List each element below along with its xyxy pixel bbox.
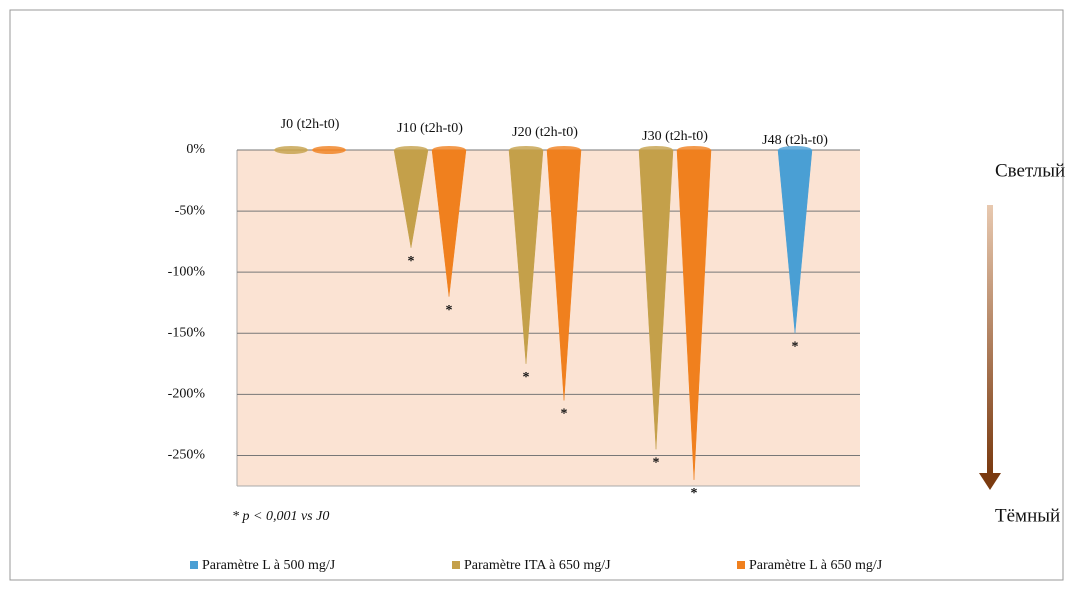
cone-base [509,146,543,154]
legend-label: Paramètre L à 650 mg/J [749,558,883,573]
y-tick-label: 0% [186,142,205,157]
legend-swatch [737,561,745,569]
cone-base [778,146,812,154]
significance-marker: * [446,303,453,318]
legend-label: Paramètre L à 500 mg/J [202,558,336,573]
scale-bottom-label: Тёмный [995,505,1060,526]
cone-base [274,146,308,154]
significance-marker: * [408,254,415,269]
cone-base [312,146,346,154]
legend-swatch [190,561,198,569]
significance-marker: * [653,456,660,471]
note: * p < 0,001 vs J0 [232,509,329,524]
x-category-label: J30 (t2h-t0) [642,129,708,144]
y-tick-label: -250% [168,448,206,463]
cone-base [677,146,711,154]
y-tick-label: -200% [168,387,206,402]
chart-border [9,9,1064,581]
significance-marker: * [691,486,698,501]
significance-marker: * [561,407,568,422]
x-category-label: J48 (t2h-t0) [762,133,828,148]
cone-base [394,146,428,154]
cone-base [547,146,581,154]
scale-arrow [987,205,993,473]
legend-swatch [452,561,460,569]
x-category-label: J20 (t2h-t0) [512,125,578,140]
y-tick-label: -50% [175,203,206,218]
x-category-label: J0 (t2h-t0) [281,117,340,132]
scale-arrow-head [979,473,1001,490]
x-category-label: J10 (t2h-t0) [397,121,463,136]
cone-base [432,146,466,154]
plot-wall [237,150,860,486]
y-tick-label: -100% [168,264,206,279]
y-tick-label: -150% [168,325,206,340]
scale-top-label: Светлый [995,160,1065,181]
significance-marker: * [523,370,530,385]
significance-marker: * [792,339,799,354]
legend-label: Paramètre ITA à 650 mg/J [464,558,611,573]
cone-base [639,146,673,154]
